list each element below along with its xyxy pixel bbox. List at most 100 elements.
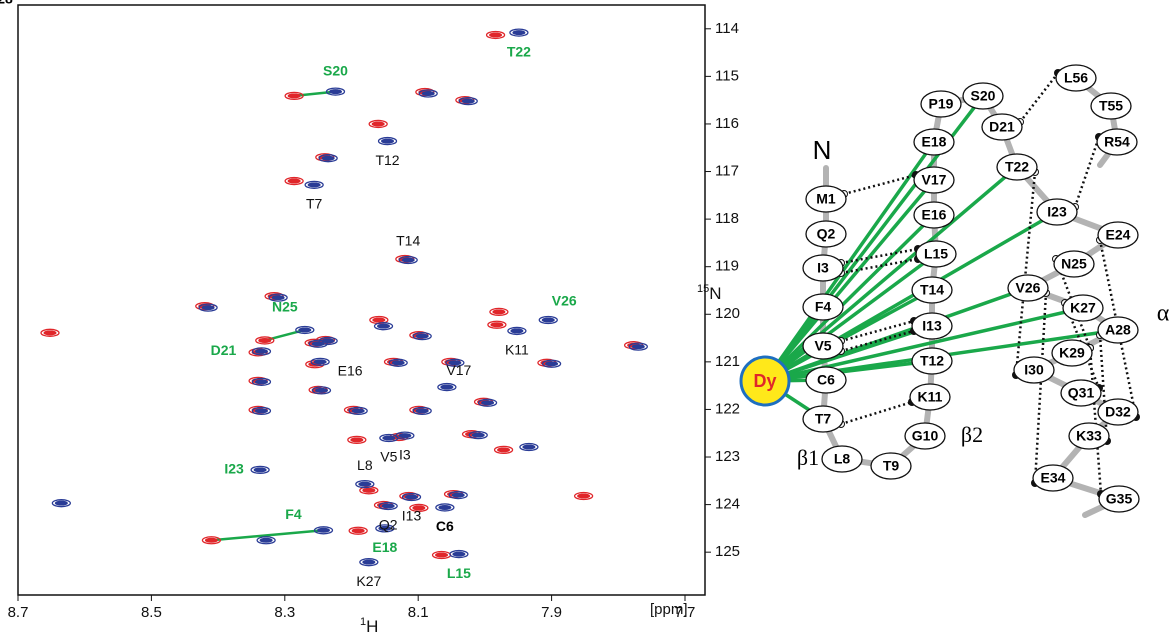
residue [1007, 274, 1049, 302]
peak-contour [314, 387, 328, 393]
shift-line [264, 328, 306, 342]
peak-contour [412, 332, 432, 341]
x-label-nucleus: H [366, 617, 378, 635]
y-tick-label: 114 [715, 20, 739, 37]
peak-contour [256, 536, 276, 545]
peak-contour [310, 357, 330, 367]
peak-contour [382, 435, 396, 441]
noe-line [840, 247, 919, 265]
residue [802, 332, 844, 360]
y-tick-label: 119 [715, 258, 739, 275]
residue-label: I13 [922, 318, 942, 334]
peak-contour [449, 549, 469, 559]
y-tick-label: 120 [715, 305, 740, 322]
residue [909, 383, 951, 411]
peak-label: S20 [323, 62, 348, 78]
peak [347, 435, 367, 445]
residue-label: V26 [1016, 280, 1041, 296]
peak-contour [507, 326, 527, 336]
peak-contour [350, 437, 364, 443]
peak-contour [362, 487, 376, 493]
residue [904, 422, 946, 450]
residue [1055, 64, 1097, 92]
peak-label: E18 [372, 539, 397, 555]
peak-contour [287, 93, 301, 99]
peak-contour [201, 536, 222, 545]
shift-line [294, 90, 336, 98]
peak [318, 154, 338, 163]
x-tick-label: 8.7 [8, 604, 29, 621]
residue [1053, 250, 1095, 278]
peak-label: L15 [447, 565, 471, 581]
residue-label: K11 [918, 389, 943, 405]
peak-contour [461, 98, 475, 104]
peak [284, 176, 304, 186]
distance-line [763, 140, 936, 383]
residue-label: K33 [1076, 428, 1102, 444]
peak [268, 293, 288, 302]
noe-line [1014, 171, 1037, 376]
peak-contour [313, 359, 327, 365]
residue-label: A28 [1105, 322, 1131, 338]
residue-label: T55 [1099, 98, 1123, 114]
peak [284, 91, 304, 101]
peak [379, 433, 399, 443]
residue [1068, 422, 1110, 450]
peak-label: A28 [0, 0, 13, 7]
peak-contour [418, 89, 438, 98]
y-label-nucleus: N [709, 284, 721, 303]
x-axis-label: 1H [360, 616, 378, 635]
residue-label: F4 [815, 299, 832, 315]
peak-label: T12 [375, 152, 399, 168]
peak-label: V17 [446, 362, 471, 378]
residue-label: E18 [922, 134, 947, 150]
peak [401, 492, 422, 502]
peak-contour [316, 527, 330, 533]
peak-label: C6 [436, 518, 454, 534]
y-tick-label: 125 [715, 543, 740, 560]
peak [295, 325, 315, 335]
residue [920, 90, 962, 118]
residue [913, 128, 955, 156]
peak-contour [259, 537, 273, 543]
residue [962, 82, 1004, 110]
peak-contour [485, 30, 506, 40]
peak-contour [438, 504, 452, 510]
peak [485, 30, 506, 40]
peak [201, 536, 222, 545]
peak [538, 315, 558, 325]
peak-contour [254, 348, 268, 354]
peak [541, 359, 562, 368]
peak-contour [298, 327, 312, 333]
strand-label: β1 [797, 445, 819, 470]
peak-contour [538, 315, 558, 325]
peak-contour [362, 559, 376, 565]
y-tick-label: 121 [715, 353, 740, 370]
peak-label: V5 [380, 449, 397, 465]
residue-label: C6 [817, 372, 835, 388]
peak [458, 96, 478, 106]
peak [449, 549, 469, 559]
x-label-mass: 1 [360, 616, 366, 628]
peak-contour [409, 503, 429, 513]
peak-contour [405, 494, 419, 500]
peak-contour [471, 432, 485, 438]
peak [445, 358, 465, 367]
peak [412, 332, 432, 341]
y-axis-label: 15N [697, 283, 722, 304]
residue [1036, 198, 1078, 226]
peak-label: N25 [272, 299, 298, 315]
residue-label: V17 [922, 172, 947, 188]
peak-label: E16 [338, 363, 363, 379]
peak [489, 307, 509, 317]
peak-contour [271, 295, 285, 301]
peak-contour [321, 155, 335, 161]
residue-label: E24 [1106, 227, 1131, 243]
noe-line [1019, 72, 1059, 123]
peak [325, 87, 346, 96]
noe-line [840, 400, 913, 426]
peak [51, 499, 72, 508]
peak [573, 491, 594, 501]
peak [359, 558, 379, 567]
peak-label: Q2 [379, 517, 398, 533]
